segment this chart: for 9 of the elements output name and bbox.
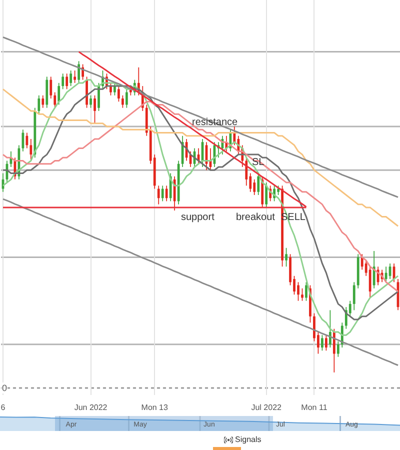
x-tick-label: Jul 2022 [251,403,282,412]
annotation: support [181,212,214,223]
ref-line-label: 0 [2,383,8,393]
text: Signals [235,435,262,445]
x-tick-label: 6 [0,403,6,412]
x-tick-label: Jun 2022 [74,403,108,412]
annotation: breakout [236,212,275,223]
x-tick-label: Mon 13 [141,403,169,412]
x-tick-label: Mon 11 [301,403,328,412]
